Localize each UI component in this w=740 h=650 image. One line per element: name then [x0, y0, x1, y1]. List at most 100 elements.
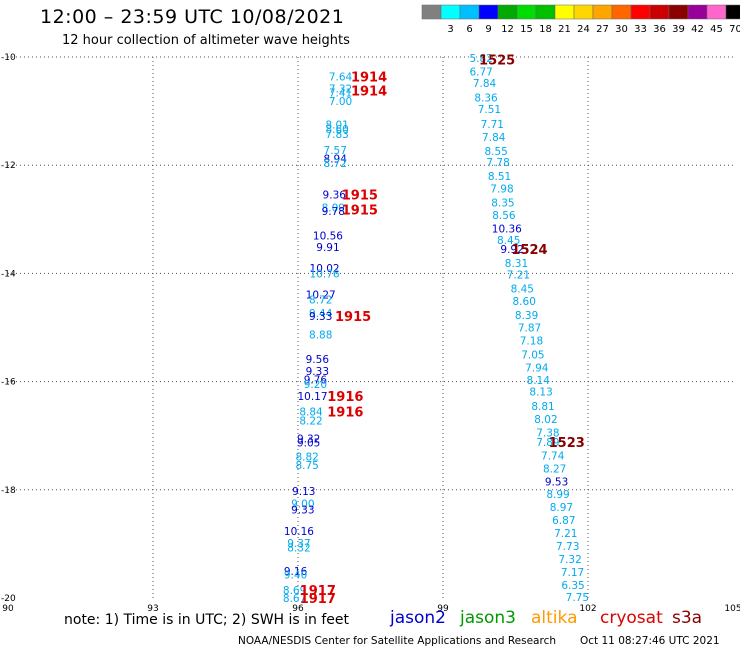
- legend-cryosat: cryosat: [600, 608, 663, 628]
- swh-value-right-track: 7.89: [536, 437, 559, 449]
- swh-value-right-track: 8.39: [515, 310, 538, 322]
- swh-value-right-track: 7.21: [554, 528, 577, 540]
- swh-value-left-track: 10.56: [313, 231, 343, 243]
- page-subtitle: 12 hour collection of altimeter wave hei…: [62, 33, 350, 48]
- swh-value-right-track: 8.81: [531, 401, 554, 413]
- swh-value-left-track: 8.82: [295, 451, 318, 463]
- swh-value-right-track: 7.38: [536, 427, 559, 439]
- swh-value-right-track: 8.55: [484, 146, 507, 158]
- swh-value-right-track: 7.98: [490, 183, 513, 195]
- swh-value-right-track: 10.36: [492, 223, 522, 235]
- swh-value-right-track: 8.99: [546, 489, 569, 501]
- swh-value-left-track: 8.01: [325, 120, 348, 132]
- swh-value-left-track: 8.72: [309, 294, 332, 306]
- legend-label: 45: [710, 24, 723, 35]
- swh-value-left-track: 8.32: [287, 543, 310, 555]
- swh-value-left-track: 9.78: [322, 206, 345, 218]
- legend-label: 30: [615, 24, 628, 35]
- legend-label: 36: [653, 24, 666, 35]
- time-label: 1916: [327, 390, 363, 405]
- swh-value-left-track: 9.32: [297, 433, 320, 445]
- time-label: 1915: [335, 310, 371, 325]
- swh-value-left-track: 9.33: [291, 504, 314, 516]
- swh-value-left-track: 10.02: [310, 263, 340, 275]
- swh-value-left-track: 10.76: [310, 268, 340, 280]
- swh-value-right-track: 5.82: [469, 53, 492, 65]
- legend-jason2: jason2: [390, 608, 446, 628]
- swh-value-left-track: 9.16: [284, 566, 308, 578]
- swh-value-right-track: 6.35: [561, 580, 584, 592]
- time-label: 1916: [327, 405, 363, 420]
- swh-value-right-track: 7.71: [481, 119, 504, 131]
- swh-value-right-track: 7.32: [558, 554, 581, 566]
- x-tick-label: 90: [2, 604, 14, 614]
- swh-value-left-track: 9.56: [306, 354, 330, 366]
- swh-value-left-track: 8.84: [299, 406, 323, 418]
- swh-value-left-track: 10.27: [306, 289, 336, 301]
- swh-value-right-track: 8.35: [491, 198, 514, 210]
- x-tick-label: 96: [292, 604, 304, 614]
- swh-value-left-track: 9.36: [323, 189, 347, 201]
- swh-value-left-track: 7.64: [329, 71, 353, 83]
- swh-value-right-track: 7.74: [541, 451, 565, 463]
- swh-value-right-track: 8.97: [550, 502, 573, 514]
- swh-value-left-track: 9.00: [291, 498, 314, 510]
- legend-altika: altika: [531, 608, 578, 628]
- time-label: 1915: [342, 188, 378, 203]
- swh-value-right-track: 7.17: [561, 567, 584, 579]
- swh-value-left-track: 9.44: [309, 308, 333, 320]
- swh-value-right-track: 8.56: [492, 210, 516, 222]
- swh-value-right-track: 8.27: [543, 464, 566, 476]
- swh-value-left-track: 8.60: [325, 124, 348, 136]
- swh-value-right-track: 7.21: [507, 269, 530, 281]
- swh-value-right-track: 8.51: [488, 171, 511, 183]
- swh-value-right-track: 7.87: [518, 323, 541, 335]
- swh-value-left-track: 9.37: [287, 538, 310, 550]
- legend-label: 3: [447, 24, 453, 35]
- swh-value-left-track: 9.40: [284, 570, 307, 582]
- x-tick-label: 93: [147, 604, 158, 614]
- swh-value-left-track: 9.91: [316, 242, 339, 254]
- swh-value-right-track: 7.05: [521, 350, 544, 362]
- legend-label: 18: [539, 24, 552, 35]
- swh-value-right-track: 8.45: [497, 235, 520, 247]
- swh-value-right-track: 7.84: [482, 132, 506, 144]
- swh-value-left-track: 8.22: [299, 416, 322, 428]
- swh-value-left-track: 8.75: [295, 460, 318, 472]
- legend-label: 70: [729, 24, 740, 35]
- swh-value-right-track: 8.31: [505, 258, 528, 270]
- swh-value-right-track: 8.13: [529, 386, 552, 398]
- time-label: 1523: [549, 436, 585, 451]
- time-label: 1914: [351, 70, 387, 85]
- legend-s3a: s3a: [672, 608, 703, 628]
- swh-value-left-track: 9.33: [306, 366, 329, 378]
- swh-value-left-track: 7.41: [329, 88, 352, 100]
- swh-value-right-track: 8.36: [474, 93, 498, 105]
- swh-value-right-track: 8.45: [511, 284, 534, 296]
- time-label: 1525: [479, 54, 515, 69]
- swh-value-right-track: 7.75: [566, 592, 589, 604]
- x-tick-label: 99: [437, 604, 449, 614]
- swh-value-left-track: 9.13: [292, 486, 315, 498]
- swh-value-right-track: 8.60: [513, 296, 536, 308]
- swh-value-right-track: 9.53: [545, 477, 568, 489]
- swh-value-left-track: 7.83: [325, 129, 348, 141]
- swh-value-right-track: 6.77: [469, 67, 492, 79]
- swh-value-right-track: 7.94: [525, 363, 549, 375]
- legend-swatch: [725, 4, 740, 20]
- swh-value-left-track: 9.76: [304, 374, 328, 386]
- time-label: 1915: [342, 204, 378, 219]
- swh-value-right-track: 8.02: [534, 414, 557, 426]
- swh-value-left-track: 8.72: [324, 158, 347, 170]
- legend-label: 39: [672, 24, 685, 35]
- footnote: note: 1) Time is in UTC; 2) SWH is in fe…: [64, 612, 350, 628]
- swh-value-right-track: 7.78: [486, 157, 509, 169]
- x-tick-label: 102: [579, 604, 596, 614]
- swh-value-left-track: 10.17: [297, 391, 327, 403]
- swh-value-left-track: 7.57: [324, 145, 347, 157]
- swh-value-left-track: 8.94: [324, 154, 348, 166]
- y-tick-label: -10: [1, 53, 16, 63]
- swh-value-left-track: 7.32: [329, 83, 352, 95]
